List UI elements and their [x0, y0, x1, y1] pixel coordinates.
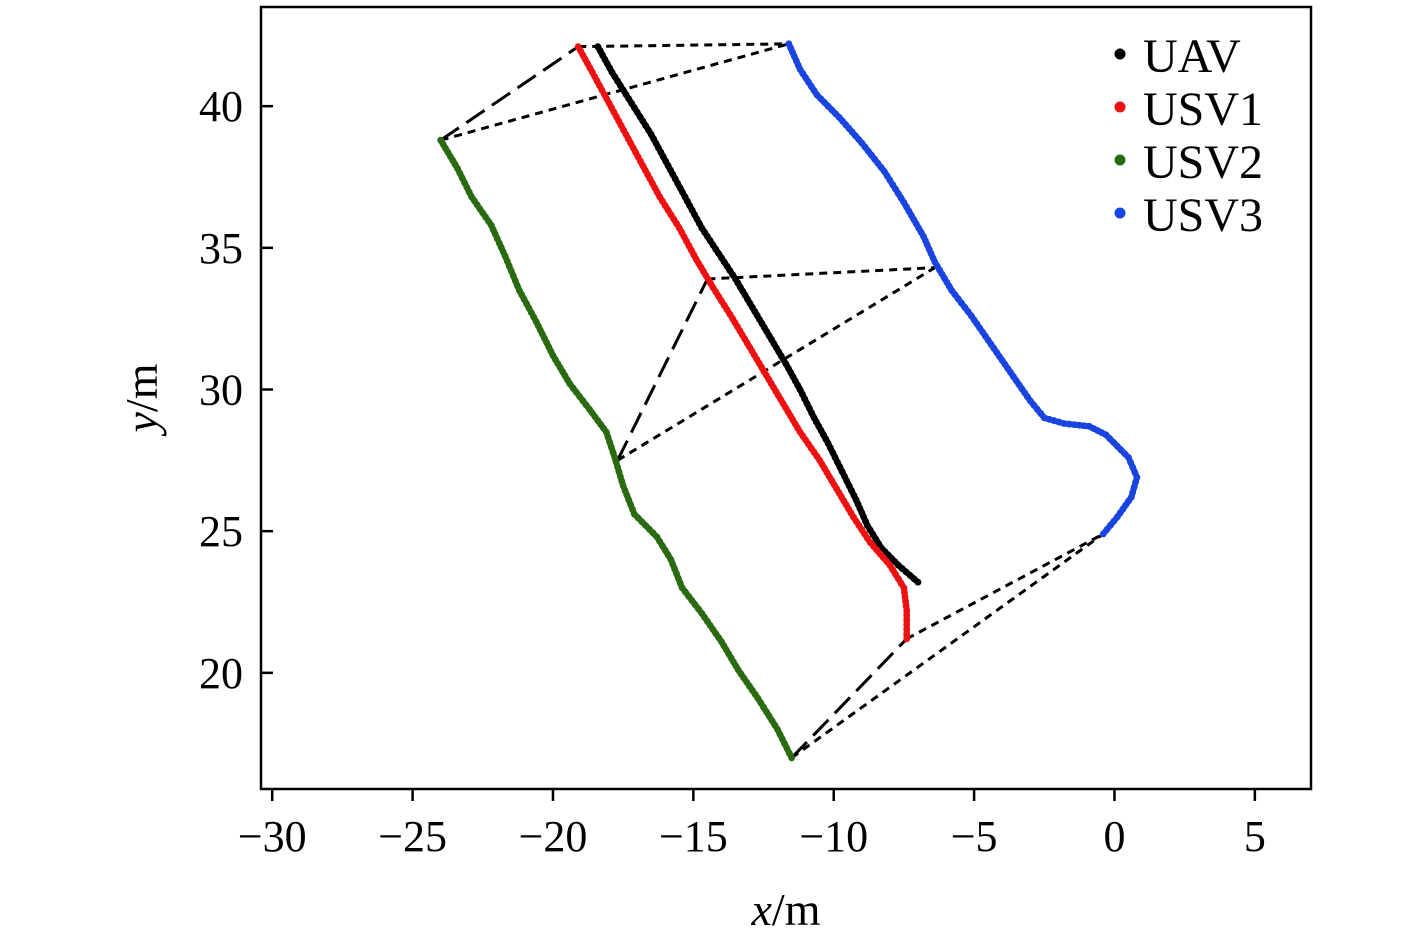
formation-link-6: [707, 266, 935, 281]
formation-link-9: [906, 532, 1104, 641]
x-tick-label: −25: [378, 812, 447, 861]
x-tick-label: −20: [519, 812, 588, 861]
formation-links: [439, 42, 1105, 760]
usv1-point: [903, 625, 911, 633]
x-axis: −30 −25 −20 −15 −10 −5 0 5: [238, 789, 1266, 861]
legend-marker-usv3: [1114, 207, 1126, 219]
legend-label-usv1: USV1: [1143, 83, 1263, 136]
x-tick-label: 0: [1103, 812, 1125, 861]
series-usv1: [574, 43, 911, 643]
trajectory-series: [437, 40, 1141, 762]
uav-point: [914, 578, 922, 586]
x-axis-label: x/m: [751, 884, 821, 935]
plot-frame: [259, 5, 1313, 791]
formation-link-2: [440, 42, 790, 142]
formation-link-7: [790, 637, 908, 759]
formation-link-4: [616, 278, 709, 461]
usv3-point: [1075, 421, 1083, 429]
usv1-point: [903, 611, 911, 619]
x-tick-label: 5: [1244, 812, 1266, 861]
series-usv2: [437, 136, 796, 762]
series-usv3: [785, 40, 1141, 538]
formation-link-3: [578, 42, 789, 49]
usv2-point: [606, 438, 614, 446]
legend-marker-usv2: [1114, 154, 1126, 166]
x-tick-label: −5: [951, 812, 998, 861]
usv3-point: [1060, 420, 1068, 427]
usv3-point: [1099, 530, 1107, 538]
usv3-point: [1070, 421, 1078, 429]
y-tick-label: 40: [199, 82, 243, 131]
usv3-point: [1065, 420, 1073, 428]
x-tick-label: −10: [799, 812, 868, 861]
series-uav: [594, 43, 922, 586]
formation-link-1: [439, 45, 580, 142]
formation-link-5: [616, 266, 936, 462]
usv1-point: [903, 621, 911, 629]
usv2-point: [604, 433, 612, 441]
legend-label-usv3: USV3: [1143, 189, 1263, 242]
usv1-point: [903, 607, 911, 614]
x-tick-label: −30: [238, 812, 307, 861]
usv2-point: [788, 754, 796, 762]
legend-marker-usv1: [1114, 101, 1126, 113]
formation-link-8: [790, 532, 1105, 760]
y-axis-label: y/m: [116, 363, 167, 436]
x-tick-label: −15: [659, 812, 728, 861]
usv2-point: [609, 449, 617, 456]
usv1-point: [903, 616, 911, 624]
y-tick-label: 35: [199, 224, 243, 273]
usv2-point: [602, 428, 610, 436]
y-tick-label: 20: [199, 649, 243, 698]
legend-label-uav: UAV: [1143, 30, 1241, 83]
legend-marker-uav: [1114, 48, 1126, 60]
usv2-point: [607, 443, 615, 451]
y-axis: 20 25 30 35 40: [199, 82, 273, 698]
legend-label-usv2: USV2: [1143, 136, 1263, 189]
usv1-point: [903, 635, 911, 643]
usv1-point: [903, 630, 911, 638]
y-tick-label: 25: [199, 507, 243, 556]
y-tick-label: 30: [199, 366, 243, 415]
usv3-point: [1080, 422, 1088, 430]
